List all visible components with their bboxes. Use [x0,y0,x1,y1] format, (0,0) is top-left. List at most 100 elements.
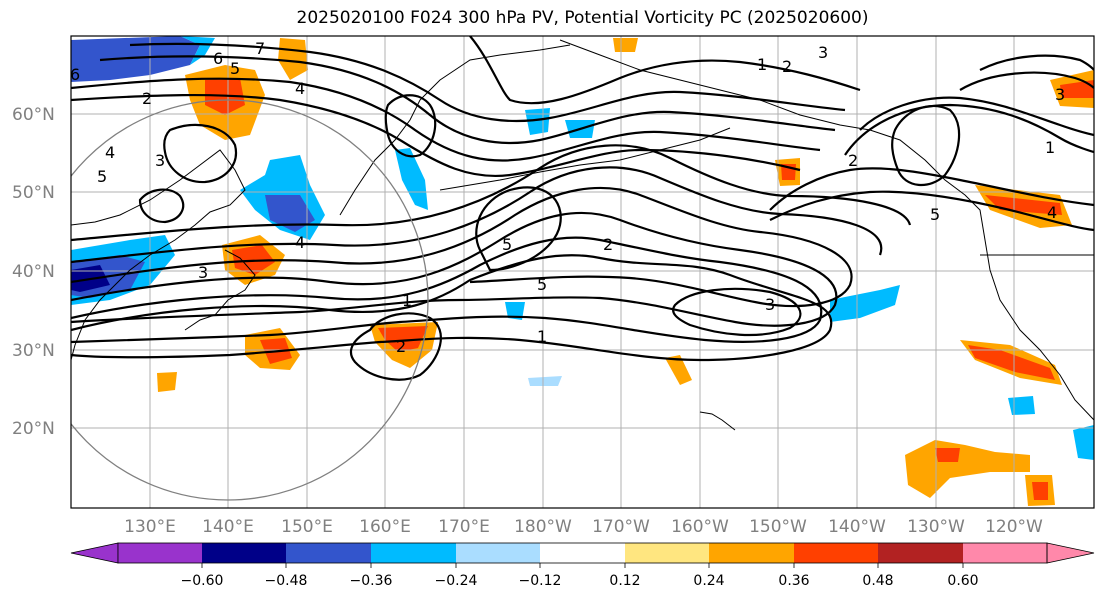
lat-label-20: 20°N [12,419,55,439]
negative-anomaly-se-blue2 [1073,425,1094,460]
negative-anomaly-nw [71,36,200,82]
contour-20 [979,54,1094,71]
range-ring [71,99,429,501]
lon-label-140e: 140°E [202,517,254,537]
contour-label: 3 [155,151,165,170]
contour-10 [129,42,846,123]
map-area [71,36,1094,508]
colorbar-segment [878,543,963,563]
positive-anomaly-small-sw [157,372,177,392]
contour-11 [469,36,861,105]
contour-label: 5 [502,235,512,254]
colorbar-tick-label: 0.60 [947,573,978,589]
contour-12 [475,186,562,272]
pv-contours [71,36,1094,381]
kamchatka-coast [339,44,571,216]
contour-19 [891,105,961,187]
positive-core-pnw [985,195,1062,215]
positive-core-southeast [935,448,960,462]
contour-label: 2 [142,89,152,108]
positive-core-central [378,326,428,352]
colorbar-segment [371,543,456,563]
colorbar-segment [625,543,709,563]
lon-label-160w: 160°W [671,517,729,537]
colorbar-segment [709,543,794,563]
contour-13 [349,312,442,381]
positive-anomaly-top [613,38,638,52]
contour-2 [71,236,823,344]
colorbar-segment [118,543,202,563]
contour-label: 1 [757,55,767,74]
contour-14 [672,287,802,337]
alaska-coast [559,39,1094,421]
contour-label: 4 [295,79,305,98]
contour-23 [384,94,437,158]
contour-label: 1 [537,327,547,346]
contour-8 [71,77,821,162]
lon-label-150e: 150°E [281,517,333,537]
contour-label: 5 [537,275,547,294]
contour-label-group: 7 6 5 4 3 2 1 2 3 4 5 6 4 3 1 2 3 2 5 1 … [70,39,1065,356]
contour-label: 5 [230,59,240,78]
contour-4 [71,186,853,308]
contour-label: 4 [105,143,115,162]
contour-15 [859,96,1094,137]
contour-label: 5 [930,205,940,224]
contour-24 [138,188,185,224]
negative-anomaly-se-blue [1008,396,1035,415]
contour-22 [163,123,238,184]
lon-label-180w: 180°W [514,517,572,537]
contour-label: 3 [198,263,208,282]
contour-18 [769,190,1094,232]
negative-core-japan-sea [265,195,315,232]
colorbar-tick-label: 0.24 [693,573,724,589]
positive-core-se2 [1032,482,1048,500]
contour-16 [844,103,1094,156]
hawaii [699,411,736,431]
contour-7 [71,93,801,177]
colorbar-low-extension [70,542,119,564]
contour-label: 6 [213,49,223,68]
lon-label-160e: 160°E [359,517,411,537]
lon-label-140w: 140°W [828,517,886,537]
colorbar-segment [794,543,878,563]
positive-core-mexico [968,345,1055,380]
lat-label-40: 40°N [12,262,55,282]
colorbar-segment [540,543,625,563]
negative-anomaly-aleutian [525,108,550,135]
contour-9 [99,55,836,145]
colorbar-segment [963,543,1047,563]
colorbar-tick-label: −0.48 [265,573,308,589]
contour-1 [71,254,833,362]
contour-label: 4 [295,233,305,252]
lon-label-130e: 130°E [124,517,176,537]
positive-anomaly-hawaii [665,355,692,385]
negative-anomaly-kuril [395,148,428,210]
colorbar-segment [286,543,371,563]
chart-title: 2025020100 F024 300 hPa PV, Potential Vo… [296,8,869,28]
contour-label: 2 [396,337,406,356]
contour-17 [769,167,1094,211]
asia-coast [71,149,246,361]
colorbar-high-extension [1046,542,1095,564]
contour-label: 3 [1055,85,1065,104]
contour-label: 4 [1047,203,1057,222]
contour-label: 6 [70,65,80,84]
colorbar-tick-label: 0.36 [778,573,809,589]
graticule [71,36,1094,508]
contour-21 [959,71,1094,91]
colorbar: −0.60 −0.48 −0.36 −0.24 −0.12 0.12 0.24 … [70,542,1095,589]
colorbar-ticks [201,563,964,568]
contour-label: 1 [1045,138,1055,157]
contour-label: 2 [603,235,613,254]
colorbar-segment [456,543,540,563]
colorbar-tick-label: −0.24 [435,573,478,589]
aleutian-islands [439,127,731,191]
lon-label-170w: 170°W [592,517,650,537]
colorbar-tick-label: −0.36 [350,573,393,589]
contour-label: 1 [402,291,412,310]
contour-label: 3 [818,43,828,62]
negative-anomaly-blue-small [505,302,525,320]
lat-label-60: 60°N [12,105,55,125]
